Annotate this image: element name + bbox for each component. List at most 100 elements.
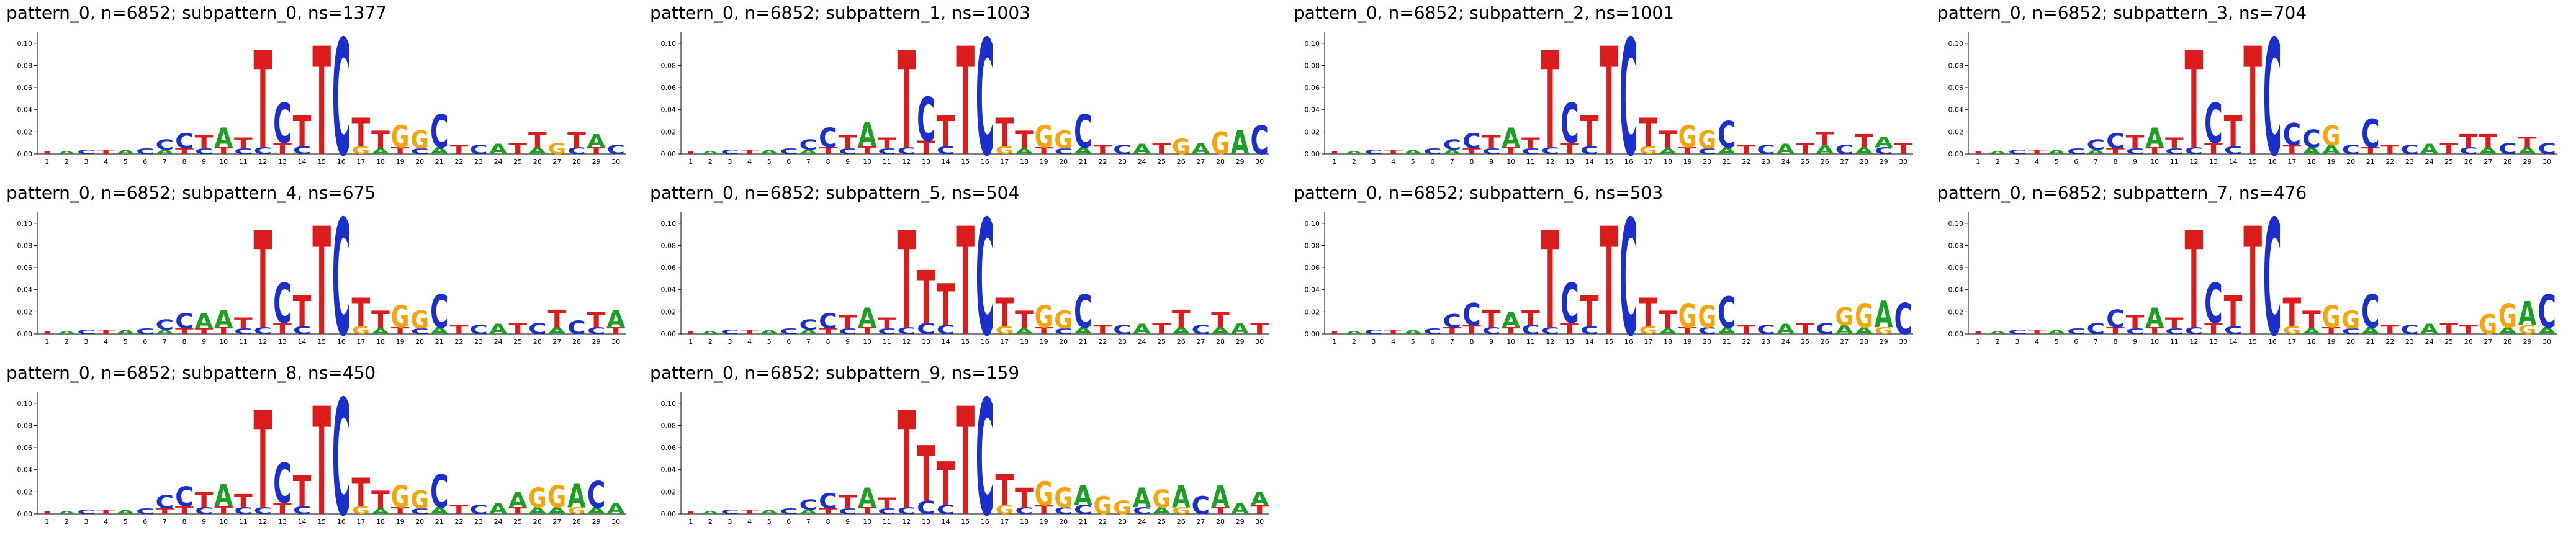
x-tick-label: 4: [1391, 158, 1395, 166]
logo-letter-T: T: [391, 326, 410, 336]
logo-letter-C: C: [2165, 327, 2184, 336]
logo-letter-T: T: [898, 25, 916, 175]
x-tick-label: 18: [1020, 518, 1029, 526]
sequence-logo: 0.000.020.040.060.080.101 2 3 4 5 6 7 8 9 10 11 12 1…: [17, 25, 626, 175]
x-tick-label: 30: [1255, 158, 1264, 166]
logo-letter-A: A: [116, 148, 135, 155]
logo-letter-C: C: [2224, 144, 2243, 156]
logo-letter-C: C: [2283, 117, 2302, 153]
x-tick-label: 11: [239, 338, 248, 346]
logo-letter-A: A: [548, 326, 567, 336]
logo-letter-T: T: [2381, 323, 2400, 337]
x-tick-label: 20: [415, 158, 424, 166]
logo-letter-C: C: [976, 25, 994, 175]
logo-letter-T: T: [312, 205, 331, 355]
logo-letter-C: C: [332, 385, 351, 535]
logo-letter-C: C: [721, 508, 739, 515]
logo-letter-C: C: [234, 327, 253, 336]
x-tick-label: 9: [202, 158, 206, 166]
x-tick-label: 18: [376, 518, 385, 526]
logo-letter-A: A: [1777, 142, 1795, 157]
x-tick-label: 23: [1118, 518, 1127, 526]
y-tick-label: 0.10: [1948, 220, 1964, 228]
x-tick-label: 21: [1723, 338, 1731, 346]
logo-letter-G: G: [2341, 306, 2360, 335]
logo-letter-G: G: [1054, 126, 1073, 155]
x-tick-label: 9: [2133, 338, 2137, 346]
x-tick-label: 30: [611, 518, 620, 526]
x-tick-label: 21: [1723, 158, 1731, 166]
x-tick-label: 19: [396, 518, 405, 526]
plot-title: pattern_0, n=6852; subpattern_7, ns=476: [1937, 182, 2307, 203]
x-tick-label: 14: [2229, 338, 2238, 346]
logo-letter-T: T: [858, 144, 876, 156]
logo-letter-C: C: [917, 497, 935, 519]
x-tick-label: 26: [2464, 158, 2473, 166]
logo-letter-T: T: [312, 25, 331, 175]
x-tick-label: 23: [474, 518, 483, 526]
x-tick-label: 4: [747, 518, 752, 526]
logo-letter-T: T: [1035, 503, 1053, 517]
plot-title: pattern_0, n=6852; subpattern_6, ns=503: [1294, 182, 1664, 203]
logo-letter-C: C: [2400, 143, 2419, 157]
x-tick-label: 28: [1216, 338, 1225, 346]
logo-letter-T: T: [1894, 140, 1912, 158]
logo-letter-G: G: [410, 126, 429, 155]
logo-letter-C: C: [567, 317, 586, 339]
logo-letter-C: C: [2126, 147, 2145, 156]
x-tick-label: 27: [1196, 338, 1205, 346]
logo-letter-C: C: [819, 489, 837, 514]
y-tick-label: 0.06: [17, 84, 33, 92]
x-tick-label: 2: [1996, 338, 2000, 346]
x-tick-label: 22: [1098, 338, 1107, 346]
logo-letter-A: A: [1403, 148, 1422, 155]
logo-letter-A: A: [371, 507, 390, 516]
y-tick-label: 0.08: [1948, 241, 1964, 250]
y-tick-label: 0.02: [17, 128, 33, 136]
logo-letter-G: G: [1152, 485, 1171, 513]
logo-letter-T: T: [1325, 150, 1344, 155]
logo-letter-A: A: [1345, 330, 1364, 335]
logo-letter-A: A: [195, 309, 214, 334]
logo-letter-T: T: [2361, 146, 2380, 156]
x-tick-label: 14: [298, 518, 307, 526]
sequence-logo: 0.000.020.040.060.080.101 2 3 4 5 6 7 8 9 10 11 12 1…: [661, 25, 1269, 175]
logo-letter-C: C: [2400, 323, 2419, 337]
x-tick-label: 30: [1899, 158, 1907, 166]
sequence-logo: 0.000.020.040.060.080.101 2 3 4 5 6 7 8 9 10 11 12 1…: [17, 385, 626, 535]
x-tick-label: 21: [2366, 158, 2375, 166]
logo-letter-C: C: [2165, 147, 2184, 156]
x-tick-label: 8: [1470, 338, 1474, 346]
y-tick-label: 0.02: [1948, 128, 1964, 136]
logo-letter-T: T: [175, 327, 194, 336]
y-tick-label: 0.10: [17, 400, 33, 408]
logo-letter-G: G: [1678, 119, 1697, 155]
logo-letter-T: T: [2145, 146, 2164, 156]
y-tick-label: 0.00: [1305, 150, 1320, 158]
x-tick-label: 25: [513, 158, 522, 166]
x-tick-label: 23: [1762, 158, 1770, 166]
logo-letter-A: A: [2145, 303, 2164, 335]
logo-letter-T: T: [2106, 326, 2125, 336]
logo-letter-T: T: [1639, 290, 1658, 336]
x-tick-label: 4: [104, 338, 108, 346]
sequence-logo: 0.000.020.040.060.080.101 2 3 4 5 6 7 8 9 10 11 12 1…: [661, 205, 1269, 355]
logo-letter-A: A: [58, 150, 76, 155]
sequence-logo: 0.000.020.040.060.080.101 2 3 4 5 6 7 8 9 10 11 12 1…: [17, 205, 626, 355]
logo-letter-T: T: [1035, 326, 1053, 336]
logo-letter-T: T: [2283, 290, 2302, 336]
y-tick-label: 0.04: [1305, 106, 1320, 114]
x-tick-label: 18: [376, 158, 385, 166]
x-tick-label: 16: [2268, 338, 2277, 346]
logo-letter-T: T: [97, 148, 115, 155]
x-tick-label: 4: [104, 518, 108, 526]
logo-letter-T: T: [214, 326, 233, 336]
x-tick-label: 8: [182, 158, 187, 166]
logo-letter-A: A: [1250, 488, 1269, 510]
logo-letter-T: T: [1659, 306, 1677, 335]
logo-letter-C: C: [606, 143, 625, 157]
x-tick-label: 7: [2094, 338, 2098, 346]
x-tick-label: 16: [1624, 338, 1633, 346]
logo-letter-A: A: [489, 322, 508, 337]
logo-letter-C: C: [469, 143, 488, 157]
